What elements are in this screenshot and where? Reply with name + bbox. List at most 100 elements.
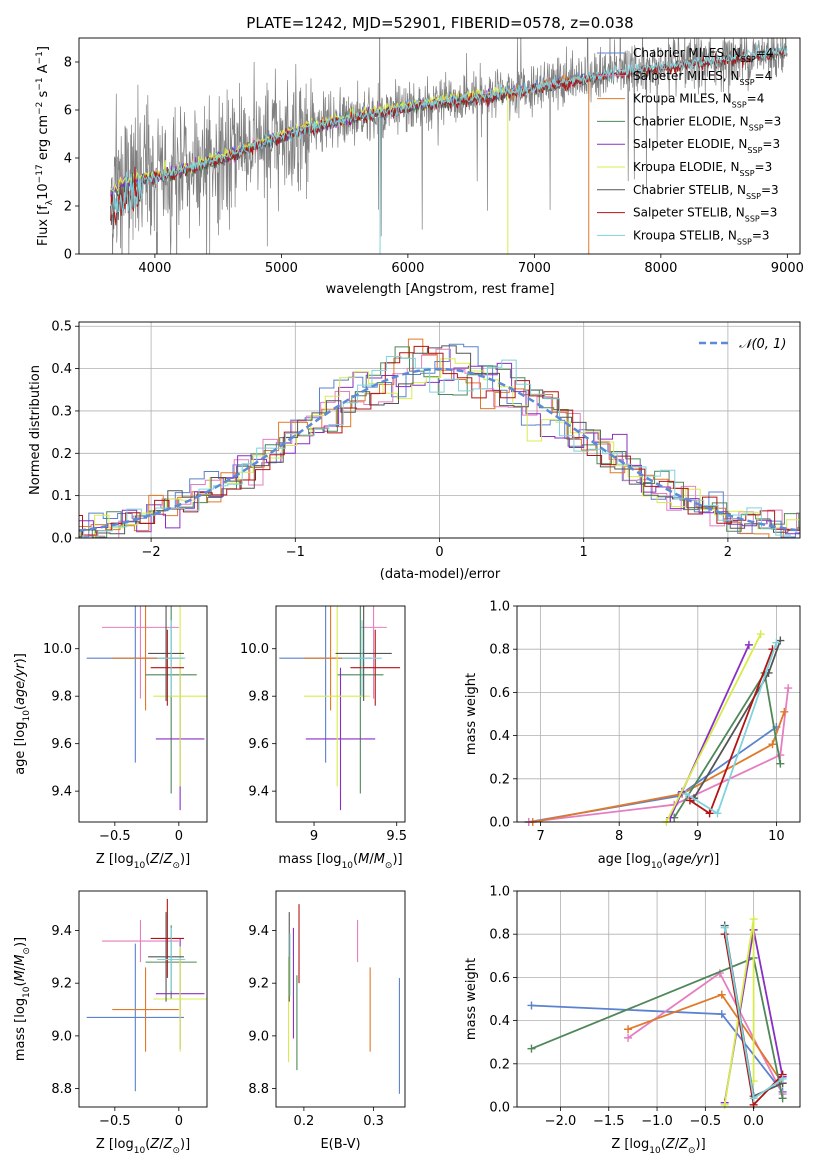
y-tick-label: 9.6 [248, 737, 269, 752]
weight-marker [768, 740, 777, 749]
y-tick-label: 9.8 [51, 690, 72, 705]
x-axis-label-part: / [159, 1137, 164, 1152]
histogram-salpeter-miles [79, 348, 800, 538]
y-tick-label: 0.4 [51, 362, 72, 377]
y-tick-label: 9.0 [51, 1029, 72, 1044]
weight-line [689, 648, 774, 815]
x-axis-label: Z [log10(Z/Z⊙)] [611, 1137, 705, 1156]
weight-marker [776, 759, 785, 768]
legend-sub: SSP [741, 55, 756, 64]
observed-spectrum [110, 38, 788, 254]
axes-frame [516, 890, 801, 1108]
weight-marker [749, 915, 758, 924]
y-axis-label-part: −1 [35, 77, 45, 90]
x-tick-label: −1 [286, 545, 305, 560]
legend-text: Salpeter MILES, N [633, 69, 740, 83]
x-axis-label-part: 10 [342, 861, 354, 871]
y-tick-label: 0.6 [489, 971, 510, 986]
x-axis-label: (data-model)/error [380, 567, 501, 582]
x-tick-label: 1 [580, 545, 588, 560]
y-axis-label-part: mass weight [464, 958, 479, 1040]
y-axis-label-part: Normed distribution [28, 365, 43, 495]
y-tick-label: 0.2 [51, 447, 72, 462]
y-axis-label-part: erg cm [36, 115, 51, 164]
y-axis-label-part: −1 [35, 51, 45, 64]
y-tick-label: 9.8 [248, 690, 269, 705]
histogram-kroupa-stelib [79, 356, 800, 538]
y-tick-label: 10.0 [240, 642, 269, 657]
lines-weight_vs_age [524, 630, 793, 826]
legend-label: 𝒩(0, 1) [739, 337, 786, 352]
y-tick-label: 0.5 [51, 320, 72, 335]
legend-text: Chabrier STELIB, N [633, 183, 746, 197]
histogram-salpeter-stelib [79, 345, 800, 536]
y-axis-label-part: 10 [36, 183, 51, 200]
weight-line [665, 633, 762, 823]
weight-marker [685, 796, 694, 805]
x-tick-label: 9.5 [386, 829, 407, 844]
y-tick-label: 9.4 [248, 785, 269, 800]
y-tick-label: 1.0 [489, 600, 510, 615]
plot-area-mass_vs_Z [86, 898, 207, 1092]
x-axis-label-part: (data-model)/error [380, 567, 501, 582]
plot-area-spectrum [110, 38, 788, 254]
x-axis-label-part: ( [145, 852, 150, 867]
x-axis-label-part: )] [180, 1137, 190, 1152]
weight-marker [527, 1001, 536, 1010]
y-axis-label-part: λ [45, 199, 55, 205]
lines-weight_vs_Z [527, 915, 787, 1109]
y-tick-label: 8.8 [248, 1082, 269, 1097]
axes-frame [78, 890, 208, 1108]
legend-label: Salpeter MILES, NSSP=4 [633, 69, 772, 87]
y-tick-label: 0.2 [489, 1057, 510, 1072]
y-axis-label-part: ( [13, 981, 28, 986]
axes-mass_vs_ebv: 0.2 0.3 8.8 9.0 9.2 9.4 [248, 890, 406, 1129]
x-axis-label-part: )] [696, 1137, 706, 1152]
axes-mass_vs_Z: −0.5 0 8.8 9.0 9.2 9.4 [51, 890, 208, 1129]
y-tick-label: 0.0 [489, 816, 510, 831]
x-axis-label-part: age [log [598, 852, 651, 867]
legend-label: Kroupa ELODIE, NSSP=3 [633, 160, 772, 178]
legend-text: Salpeter STELIB, N [633, 206, 745, 220]
axes-spectrum: 4000 5000 6000 7000 8000 9000 0 2 4 6 8 [64, 37, 804, 276]
x-axis-label: E(B-V) [320, 1137, 360, 1152]
legend-value: =4 [755, 69, 773, 83]
histogram-chabrier-elodie [79, 346, 800, 538]
legend-sub: SSP [745, 214, 760, 223]
y-tick-label: 9.6 [51, 737, 72, 752]
legend-hist: 𝒩(0, 1) [699, 337, 786, 352]
y-axis-label-part: age [log [13, 722, 28, 775]
x-axis-label-part: Z [163, 852, 174, 867]
y-tick-label: 0.1 [51, 489, 72, 504]
weight-marker [772, 638, 781, 647]
x-tick-label: 4000 [138, 261, 171, 276]
legend-label: Chabrier STELIB, NSSP=3 [633, 183, 779, 201]
weight-marker [682, 789, 691, 798]
plot-area-age_vs_Z [86, 606, 207, 811]
legend-value: =3 [761, 183, 779, 197]
x-tick-label: 9000 [771, 261, 804, 276]
x-tick-label: 7 [536, 829, 544, 844]
x-tick-label: −0.5 [99, 1114, 131, 1129]
y-axis-label-part: ] [36, 46, 51, 51]
axes-frame [275, 890, 406, 1108]
y-axis-label: age [log10(age/yr)] [13, 653, 32, 775]
y-tick-label: 9.0 [248, 1029, 269, 1044]
weight-marker [717, 1010, 726, 1019]
y-axis-label-part: mass [log [13, 998, 28, 1061]
axes-frame [78, 605, 208, 823]
x-axis-label-part: / [369, 852, 374, 867]
plot-area-mass_vs_ebv [288, 904, 400, 1094]
axes-frame [516, 605, 801, 823]
x-axis-label-part: / [675, 1137, 680, 1152]
y-axis-label: mass weight [464, 958, 479, 1040]
x-axis-label-part: )] [392, 852, 402, 867]
errorbars-age_vs_Z [86, 606, 207, 811]
legend-value: =3 [760, 206, 778, 220]
axes-frame [78, 37, 801, 255]
y-tick-label: 10.0 [43, 642, 72, 657]
y-tick-label: 0.6 [489, 686, 510, 701]
x-axis-label-part: ⊙ [172, 861, 180, 871]
x-axis-label-part: age/yr [667, 852, 710, 867]
x-tick-label: 0.0 [743, 1114, 764, 1129]
